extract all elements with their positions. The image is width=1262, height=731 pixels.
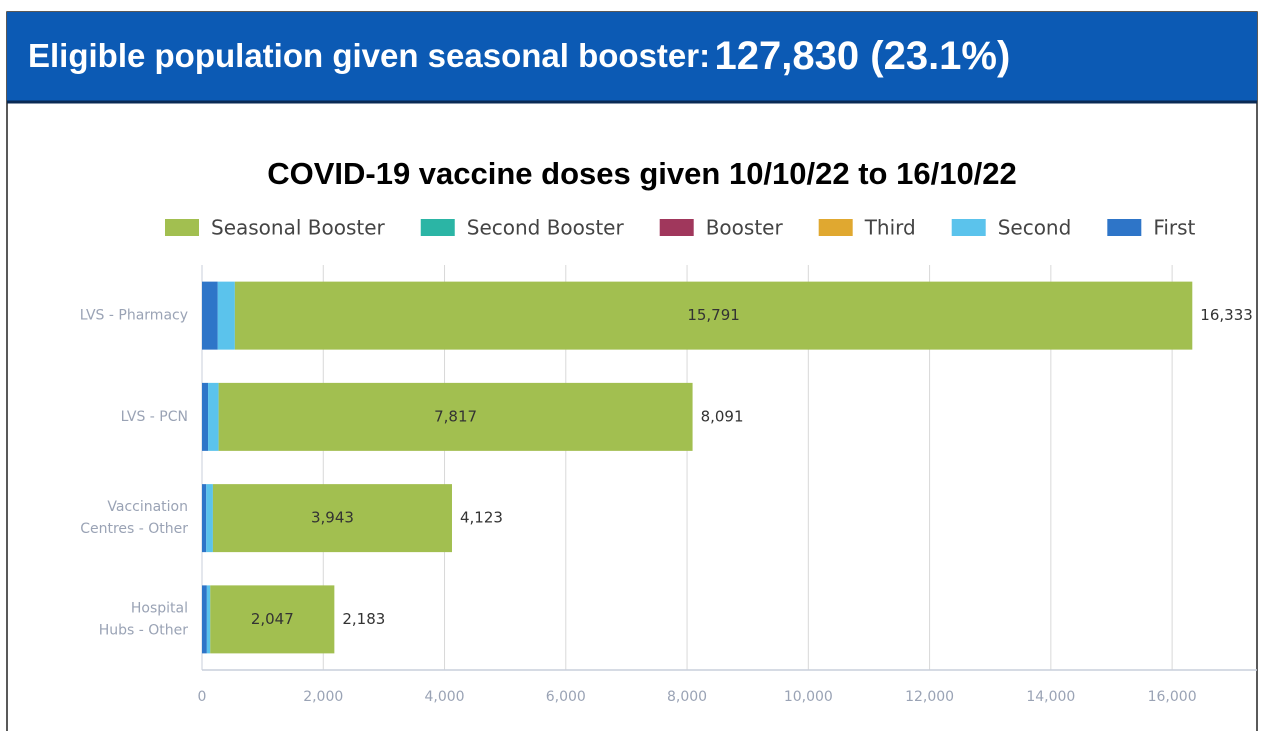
total-label: 8,091	[701, 407, 744, 425]
bar-segment	[206, 484, 213, 553]
header-value: 127,830 (23.1%)	[715, 34, 1011, 78]
legend-label: Booster	[706, 216, 784, 240]
y-tick-line: Vaccination	[107, 499, 188, 515]
y-tick-label: Hospital Hubs - Other	[99, 600, 189, 638]
y-tick-label: LVS - PCN	[121, 409, 188, 425]
bar-segment	[234, 281, 1193, 350]
bar-segment	[202, 382, 209, 451]
bar-value-label: 2,047	[251, 610, 294, 628]
y-tick-line: Hospital	[131, 600, 188, 616]
header-banner	[7, 12, 1257, 102]
legend-label: Second	[998, 216, 1072, 240]
x-tick-label: 16,000	[1148, 689, 1197, 705]
legend-swatch	[420, 219, 455, 236]
total-label: 2,183	[342, 610, 385, 628]
bar-segment	[206, 585, 211, 654]
total-label: 16,333	[1200, 306, 1253, 324]
bar-segment	[210, 585, 335, 654]
bar-segment	[202, 281, 218, 350]
legend-label: First	[1153, 216, 1195, 240]
bar-segment	[212, 484, 452, 553]
frame	[6, 11, 1258, 731]
y-tick-label: LVS - Pharmacy	[80, 308, 188, 324]
legend-swatch	[165, 219, 199, 236]
header: Eligible population given seasonal boost…	[28, 34, 1010, 78]
legend-label: Seasonal Booster	[211, 216, 386, 240]
x-tick-label: 4,000	[424, 689, 464, 705]
legend-label: Second Booster	[467, 216, 625, 240]
bar-segment	[218, 382, 693, 451]
header-label: Eligible population given seasonal boost…	[28, 37, 710, 74]
legend-swatch	[951, 219, 986, 236]
x-tick-label: 12,000	[905, 689, 954, 705]
x-tick-label: 8,000	[667, 689, 707, 705]
legend-swatch	[818, 219, 853, 236]
legend-label: Third	[864, 216, 916, 240]
bar-value-label: 15,791	[687, 306, 740, 324]
bar-segment	[202, 484, 207, 553]
bar-segment	[202, 585, 207, 654]
bar-value-label: 3,943	[311, 509, 354, 527]
chart-title: COVID-19 vaccine doses given 10/10/22 to…	[267, 156, 1017, 191]
x-tick-label: 2,000	[303, 689, 343, 705]
legend-swatch	[659, 219, 694, 236]
bar-segment	[217, 281, 235, 350]
x-tick-label: 0	[198, 689, 207, 705]
y-tick-label: Vaccination Centres - Other	[80, 499, 188, 537]
x-tick-label: 10,000	[784, 689, 833, 705]
y-tick-line: Centres - Other	[80, 521, 188, 537]
x-tick-label: 14,000	[1026, 689, 1075, 705]
bar-segment	[208, 382, 219, 451]
x-tick-label: 6,000	[546, 689, 586, 705]
bar-value-label: 7,817	[434, 407, 477, 425]
total-label: 4,123	[460, 509, 503, 527]
legend-swatch	[1107, 219, 1142, 236]
y-tick-line: Hubs - Other	[99, 622, 189, 638]
